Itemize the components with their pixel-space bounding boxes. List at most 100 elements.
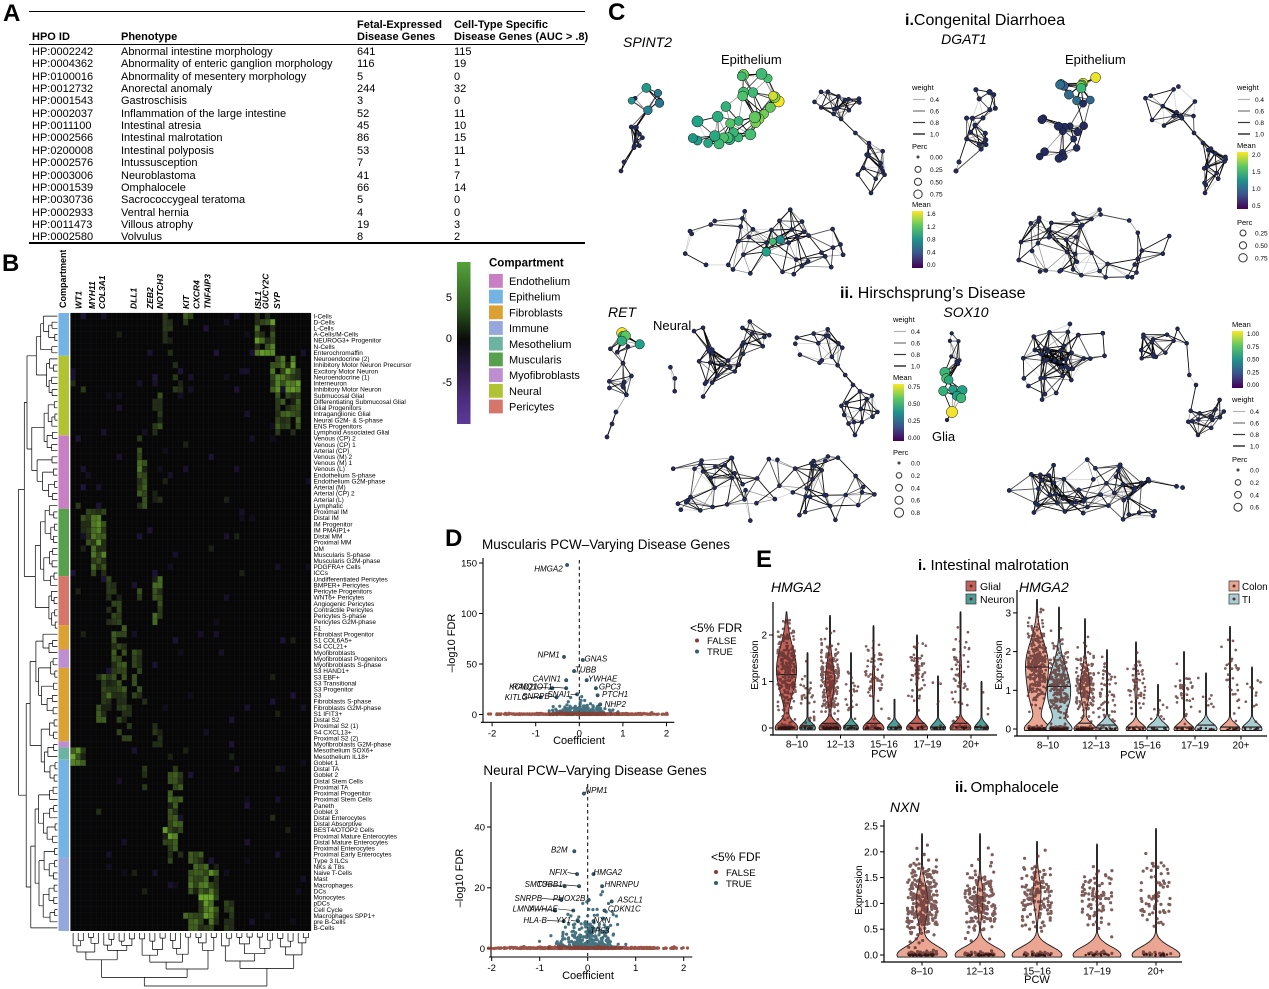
svg-text:Differentiating Submucosal Gli: Differentiating Submucosal Glial	[314, 399, 407, 406]
svg-text:S4 CCL21+: S4 CCL21+	[314, 644, 348, 651]
svg-text:0.6: 0.6	[1255, 109, 1264, 116]
svg-text:weight: weight	[1231, 395, 1255, 404]
svg-text:Interneuron: Interneuron	[314, 381, 348, 388]
svg-text:Arterial (M): Arterial (M)	[314, 485, 346, 492]
svg-text:2.0: 2.0	[864, 847, 878, 858]
svg-text:WT1: WT1	[74, 291, 84, 309]
svg-text:17–19: 17–19	[1083, 967, 1111, 978]
svg-text:NHP2: NHP2	[605, 700, 627, 709]
svg-text:NFIX: NFIX	[549, 868, 568, 877]
svg-text:Glial Progenitors: Glial Progenitors	[314, 405, 363, 412]
svg-text:S3: S3	[314, 693, 322, 700]
svg-text:WNT6+ Pericytes: WNT6+ Pericytes	[314, 595, 365, 602]
svg-text:DCs: DCs	[314, 888, 327, 895]
svg-text:Proximal Enterocytes: Proximal Enterocytes	[314, 846, 376, 853]
svg-text:150: 150	[461, 559, 477, 570]
svg-text:15–16: 15–16	[1133, 741, 1161, 752]
svg-text:1.5: 1.5	[864, 873, 878, 884]
svg-text:2: 2	[761, 631, 767, 642]
svg-text:17–19: 17–19	[1181, 741, 1209, 752]
svg-text:1.0: 1.0	[1250, 444, 1259, 451]
svg-text:Macrophages: Macrophages	[314, 882, 354, 889]
svg-text:Cell Cycle: Cell Cycle	[314, 907, 344, 914]
svg-text:S3 EBF+: S3 EBF+	[314, 674, 340, 681]
svg-text:Distal Stem Cells: Distal Stem Cells	[314, 778, 364, 785]
svg-text:YWHAE: YWHAE	[529, 905, 559, 914]
svg-text:0.75: 0.75	[1247, 344, 1260, 351]
svg-text:FALSE: FALSE	[726, 868, 756, 879]
svg-text:Angiogenic Pericytes: Angiogenic Pericytes	[314, 601, 375, 608]
svg-text:Mesothelium IL18+: Mesothelium IL18+	[314, 754, 369, 761]
svg-text:Proximal IM: Proximal IM	[314, 509, 348, 516]
svg-text:Compartment: Compartment	[489, 258, 564, 270]
svg-text:0.4: 0.4	[1255, 97, 1264, 104]
svg-text:Muscularis: Muscularis	[509, 355, 562, 367]
svg-text:0.8: 0.8	[927, 237, 936, 244]
svg-text:TRUE: TRUE	[707, 647, 733, 658]
svg-text:IM PMAIP1+: IM PMAIP1+	[314, 527, 351, 534]
svg-text:KITLG: KITLG	[505, 693, 528, 702]
svg-text:<5% FDR: <5% FDR	[711, 850, 760, 864]
svg-text:KIT: KIT	[181, 295, 191, 310]
svg-text:0.25: 0.25	[1255, 231, 1268, 238]
svg-text:Naive T-Cells: Naive T-Cells	[314, 870, 353, 877]
svg-text:Mean: Mean	[912, 200, 931, 209]
svg-text:0: 0	[577, 728, 582, 739]
svg-text:BMPER+ Pericytes: BMPER+ Pericytes	[314, 583, 370, 590]
svg-text:ICCs: ICCs	[314, 570, 329, 577]
svg-text:Venous (CP) 1: Venous (CP) 1	[314, 442, 357, 449]
svg-text:Proximal Mature Enterocytes: Proximal Mature Enterocytes	[314, 833, 398, 840]
svg-text:HMGA2: HMGA2	[534, 565, 563, 574]
svg-text:GNAS: GNAS	[585, 654, 608, 663]
svg-text:ii. Omphalocele: ii. Omphalocele	[955, 779, 1059, 796]
svg-text:0.25: 0.25	[908, 418, 921, 425]
svg-text:50: 50	[466, 660, 477, 671]
svg-text:SNAI1: SNAI1	[547, 690, 570, 699]
svg-text:TP53: TP53	[590, 926, 610, 935]
svg-text:Neural G2M- & S-phase: Neural G2M- & S-phase	[314, 417, 384, 424]
svg-text:Distal Mature Enterocytes: Distal Mature Enterocytes	[314, 840, 389, 847]
svg-text:weight: weight	[911, 83, 935, 92]
svg-text:YY1: YY1	[556, 916, 571, 925]
svg-text:RET: RET	[608, 304, 637, 320]
svg-text:Proximal Progenitor: Proximal Progenitor	[314, 791, 372, 798]
svg-text:DLL1: DLL1	[129, 287, 139, 309]
svg-text:Myofibroblasts: Myofibroblasts	[314, 650, 357, 657]
svg-text:Epithelium: Epithelium	[721, 52, 782, 67]
svg-text:1.2: 1.2	[927, 224, 936, 231]
svg-text:1: 1	[633, 963, 638, 974]
svg-text:ii. Hirschsprung’s Disease: ii. Hirschsprung’s Disease	[840, 285, 1026, 302]
svg-text:Macrophages SPP1+: Macrophages SPP1+	[314, 913, 376, 920]
svg-text:0.4: 0.4	[930, 97, 939, 104]
svg-text:LMNA: LMNA	[513, 905, 535, 914]
svg-text:pre B-Cells: pre B-Cells	[314, 919, 347, 926]
svg-text:I-Cells: I-Cells	[314, 313, 333, 320]
svg-text:Neural: Neural	[653, 318, 691, 333]
svg-text:Mean: Mean	[1237, 141, 1256, 150]
svg-text:Perc: Perc	[912, 142, 928, 151]
svg-text:Type 3 ILCs: Type 3 ILCs	[314, 858, 349, 865]
svg-text:PCW: PCW	[871, 749, 897, 761]
svg-text:0.8: 0.8	[1255, 120, 1264, 127]
svg-text:Neural: Neural	[509, 386, 541, 398]
svg-text:NPM1: NPM1	[585, 786, 607, 795]
svg-text:100: 100	[461, 609, 477, 620]
svg-text:Enterochromaffin: Enterochromaffin	[314, 350, 364, 357]
svg-text:1: 1	[1005, 686, 1011, 697]
svg-text:Myofibroblasts G2M-phase: Myofibroblasts G2M-phase	[314, 742, 392, 749]
svg-text:0.00: 0.00	[908, 435, 921, 442]
svg-text:HMGA2: HMGA2	[594, 868, 623, 877]
svg-text:Proximal MM: Proximal MM	[314, 540, 352, 547]
svg-text:0.0: 0.0	[911, 461, 920, 468]
svg-text:Fibroblast Progenitor: Fibroblast Progenitor	[314, 631, 375, 638]
svg-text:0: 0	[446, 333, 452, 345]
svg-text:NKs & T8s: NKs & T8s	[314, 864, 346, 871]
svg-text:OM: OM	[314, 546, 324, 553]
svg-text:0.6: 0.6	[911, 498, 920, 505]
svg-text:Endothelium G2M-phase: Endothelium G2M-phase	[314, 479, 386, 486]
svg-text:15–16: 15–16	[870, 740, 898, 751]
svg-text:SYP: SYP	[272, 292, 282, 309]
svg-text:Muscularis S-phase: Muscularis S-phase	[314, 552, 371, 559]
svg-text:C: C	[608, 0, 625, 26]
svg-text:-2: -2	[488, 728, 496, 739]
